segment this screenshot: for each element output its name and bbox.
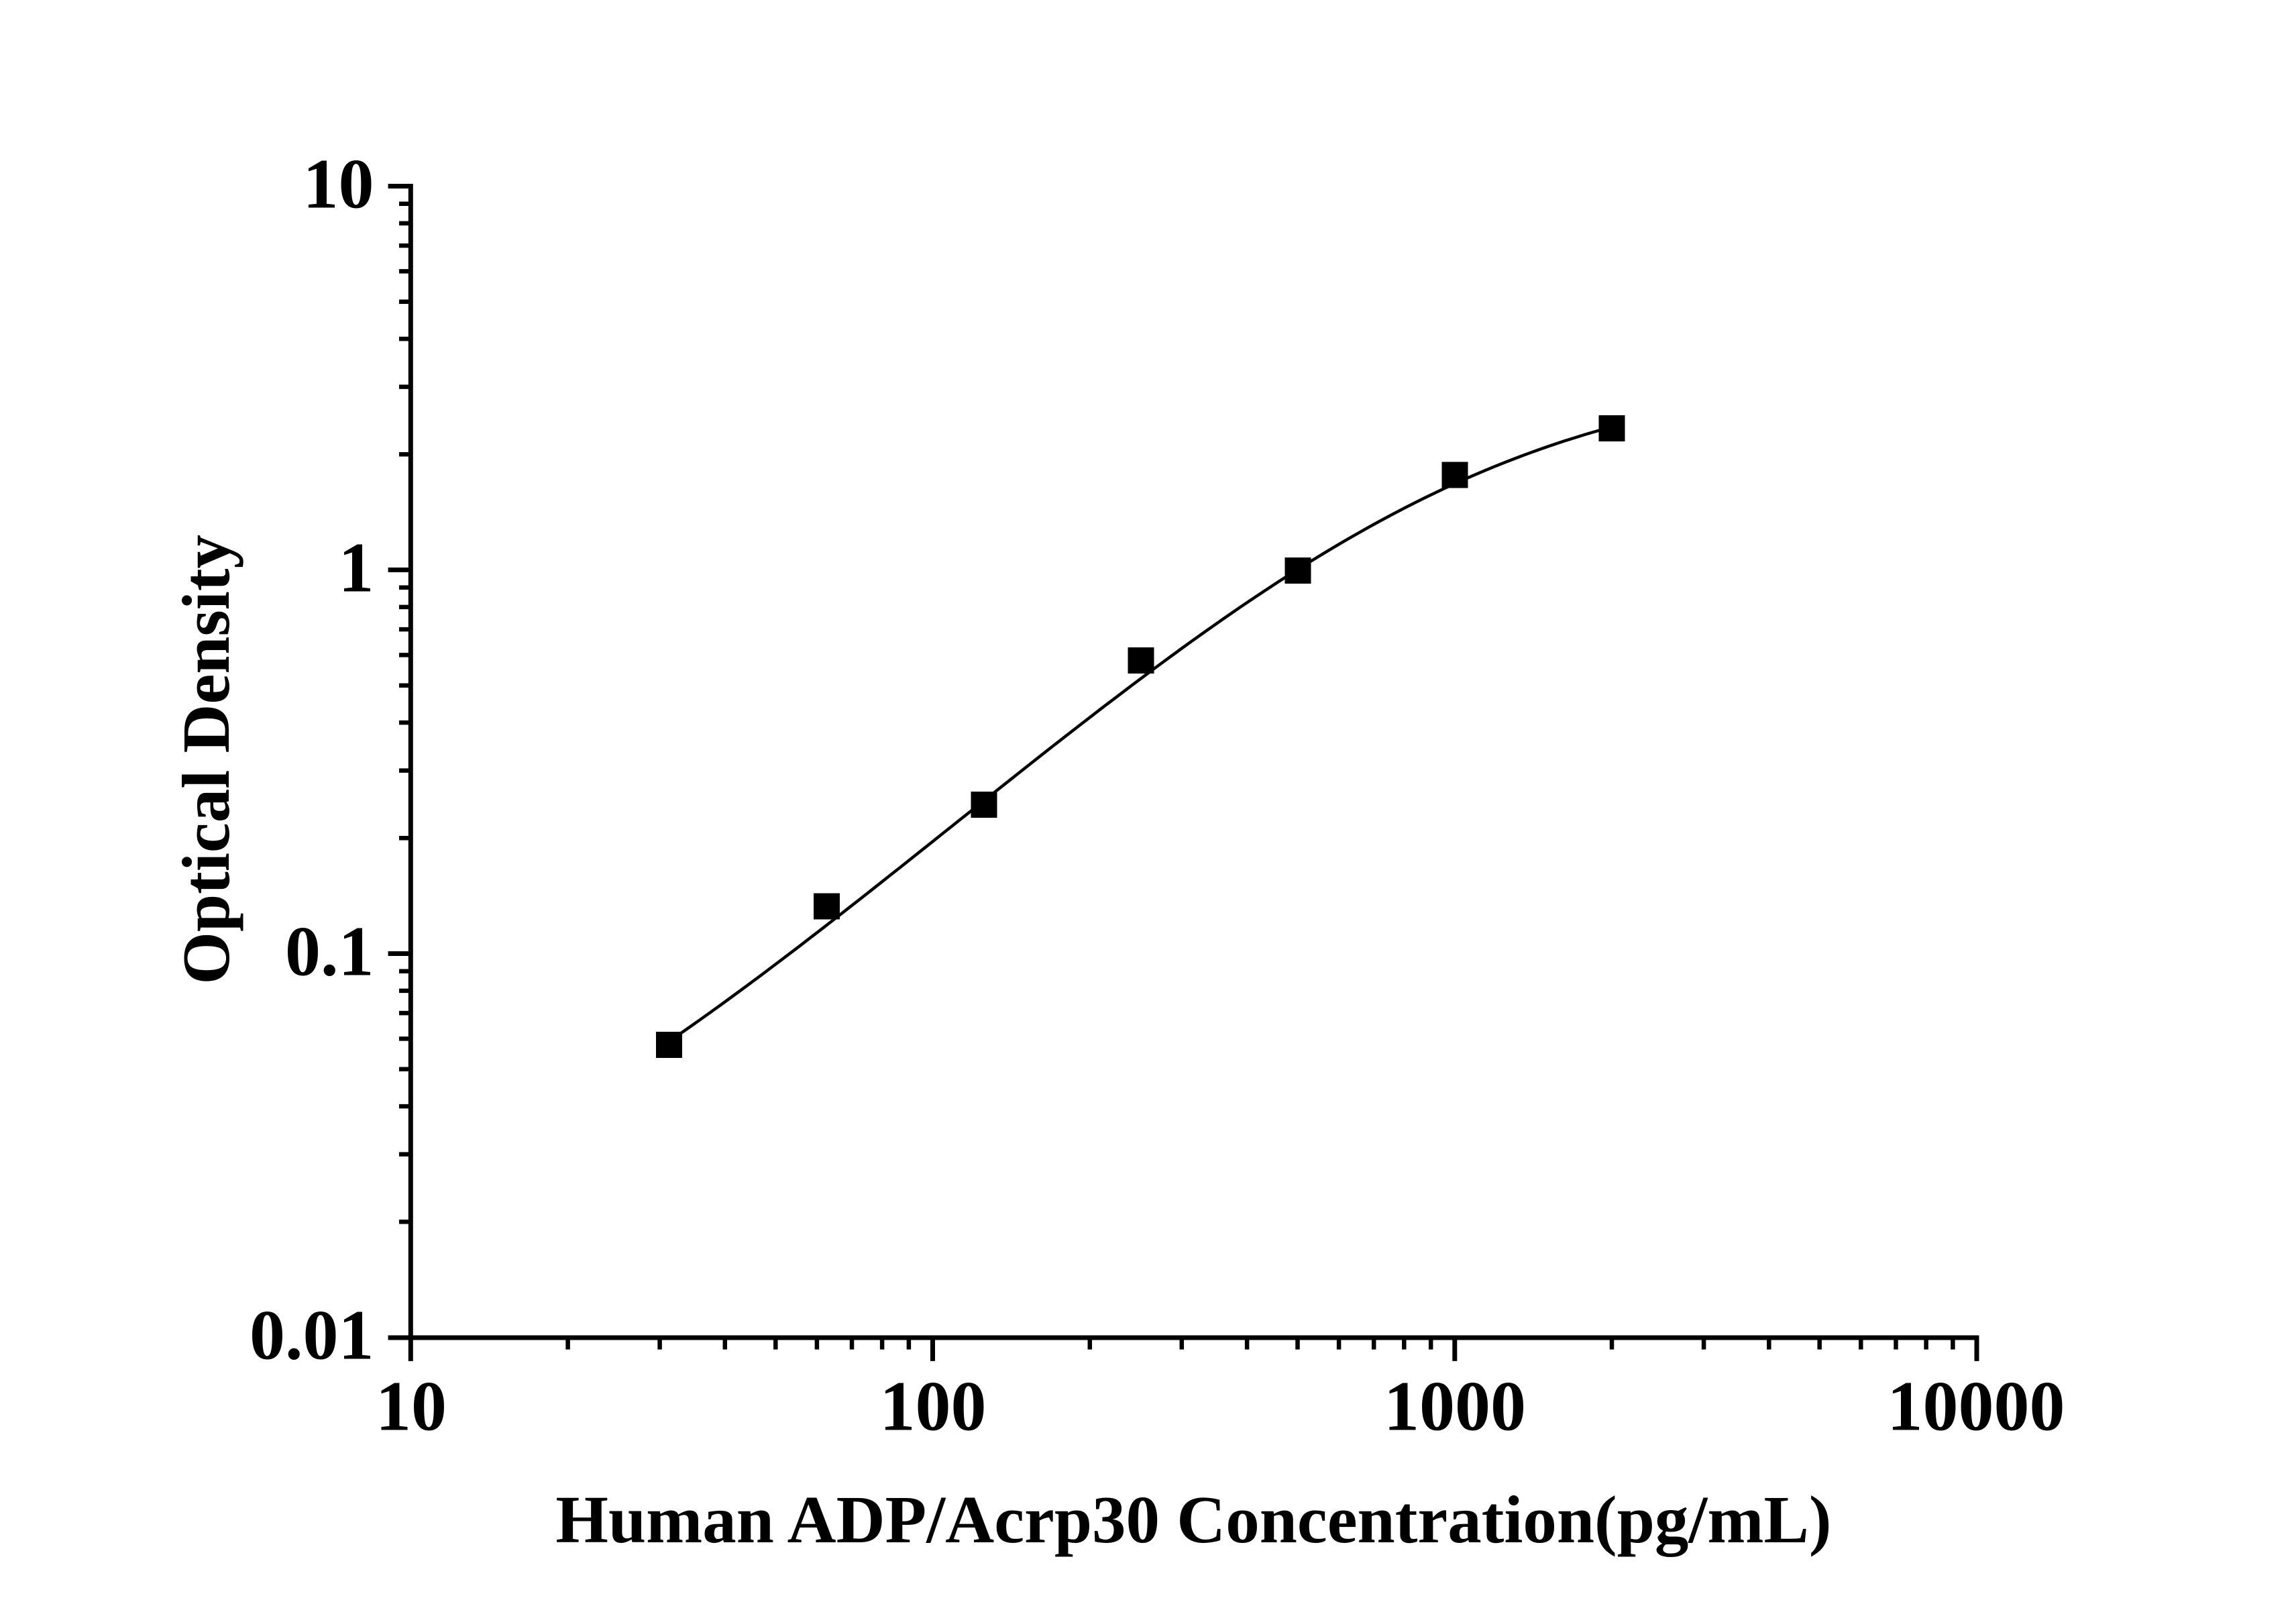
svg-text:10: 10 [303,145,374,223]
svg-text:0.01: 0.01 [250,1296,374,1375]
svg-text:Optical Density: Optical Density [168,535,243,985]
svg-text:100: 100 [880,1367,987,1446]
svg-text:10: 10 [376,1367,447,1446]
svg-text:1000: 1000 [1384,1367,1526,1446]
svg-text:1: 1 [339,529,374,607]
svg-text:Human ADP/Acrp30 Concentration: Human ADP/Acrp30 Concentration(pg/mL) [555,1482,1831,1557]
svg-text:10000: 10000 [1888,1367,2065,1446]
svg-text:0.1: 0.1 [285,912,374,991]
